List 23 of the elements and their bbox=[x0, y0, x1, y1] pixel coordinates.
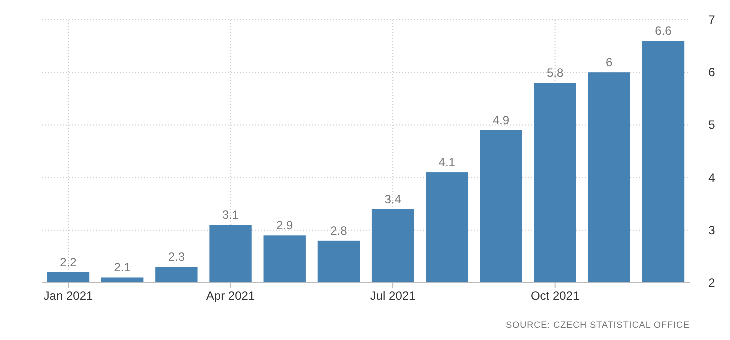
y-tick-label: 5 bbox=[708, 118, 716, 132]
data-label: 2.2 bbox=[60, 255, 78, 270]
data-label: 6.6 bbox=[655, 24, 672, 38]
x-tick-label: Oct 2021 bbox=[530, 289, 580, 303]
source-note: SOURCE: CZECH STATISTICAL OFFICE bbox=[506, 320, 690, 330]
data-label: 3.1 bbox=[222, 208, 240, 222]
data-label: 2.1 bbox=[114, 260, 132, 275]
y-tick-label: 6 bbox=[708, 66, 716, 80]
data-label: 3.4 bbox=[384, 192, 402, 206]
y-tick-label: 7 bbox=[708, 13, 716, 27]
data-label: 2.3 bbox=[168, 250, 186, 264]
data-label: 6 bbox=[606, 56, 614, 70]
data-label: 5.8 bbox=[546, 66, 564, 80]
y-tick-label: 2 bbox=[708, 276, 716, 290]
x-tick-label: Jul 2021 bbox=[370, 289, 416, 303]
x-tick-label: Apr 2021 bbox=[206, 289, 256, 303]
data-label: 2.8 bbox=[330, 224, 348, 238]
y-tick-label: 3 bbox=[708, 223, 716, 238]
data-label: 2.9 bbox=[276, 218, 294, 233]
data-label: 4.1 bbox=[438, 156, 456, 170]
y-tick-label: 4 bbox=[708, 170, 716, 185]
data-label: 4.9 bbox=[492, 113, 510, 128]
x-tick-label: Jan 2021 bbox=[44, 289, 94, 303]
